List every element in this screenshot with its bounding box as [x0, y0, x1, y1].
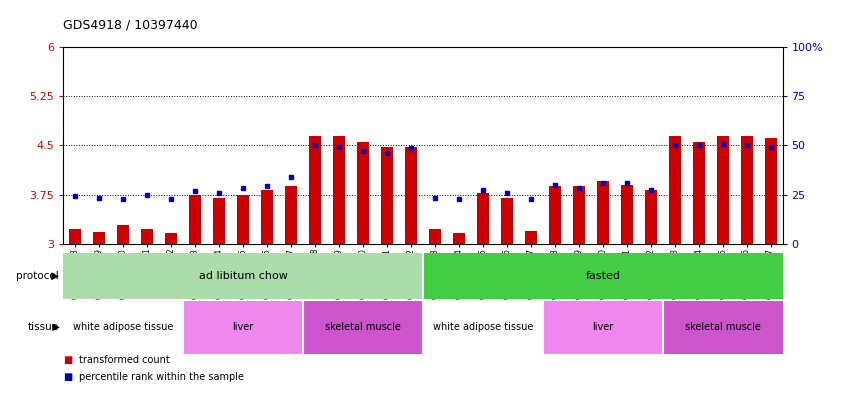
Bar — [405, 147, 417, 244]
Bar — [118, 225, 129, 244]
Bar — [501, 198, 513, 244]
Bar — [190, 195, 201, 244]
Bar — [573, 186, 585, 244]
Text: percentile rank within the sample: percentile rank within the sample — [79, 372, 244, 382]
Text: ■: ■ — [63, 372, 73, 382]
Text: ▶: ▶ — [46, 271, 59, 281]
Bar — [668, 136, 681, 244]
Text: ■: ■ — [63, 354, 73, 365]
Bar — [69, 229, 81, 244]
Bar — [285, 186, 297, 244]
Bar — [543, 301, 662, 354]
Bar — [333, 136, 345, 244]
Bar — [63, 301, 184, 354]
Bar — [645, 190, 656, 244]
Text: skeletal muscle: skeletal muscle — [325, 322, 401, 332]
Bar — [621, 185, 633, 244]
Bar — [261, 190, 273, 244]
Text: ▶: ▶ — [47, 322, 60, 332]
Bar — [423, 253, 783, 299]
Bar — [141, 229, 153, 244]
Text: GDS4918 / 10397440: GDS4918 / 10397440 — [63, 18, 198, 31]
Text: liver: liver — [592, 322, 613, 332]
Bar — [525, 231, 537, 244]
Bar — [429, 229, 441, 244]
Bar — [165, 233, 178, 244]
Bar — [357, 142, 369, 244]
Text: white adipose tissue: white adipose tissue — [74, 322, 173, 332]
Text: ad libitum chow: ad libitum chow — [199, 271, 288, 281]
Bar — [303, 301, 423, 354]
Text: liver: liver — [233, 322, 254, 332]
Bar — [213, 198, 225, 244]
Text: protocol: protocol — [16, 271, 59, 281]
Bar — [237, 195, 250, 244]
Bar — [453, 233, 465, 244]
Bar — [596, 182, 609, 244]
Bar — [63, 253, 423, 299]
Text: skeletal muscle: skeletal muscle — [684, 322, 761, 332]
Bar — [381, 147, 393, 244]
Text: tissue: tissue — [28, 322, 59, 332]
Bar — [93, 232, 106, 244]
Text: white adipose tissue: white adipose tissue — [433, 322, 533, 332]
Bar — [693, 142, 705, 244]
Text: transformed count: transformed count — [79, 354, 169, 365]
Bar — [477, 193, 489, 244]
Bar — [309, 136, 321, 244]
Bar — [184, 301, 303, 354]
Bar — [765, 138, 777, 244]
Bar — [662, 301, 783, 354]
Bar — [740, 136, 753, 244]
Text: fasted: fasted — [585, 271, 620, 281]
Bar — [549, 186, 561, 244]
Bar — [423, 301, 543, 354]
Bar — [717, 136, 728, 244]
